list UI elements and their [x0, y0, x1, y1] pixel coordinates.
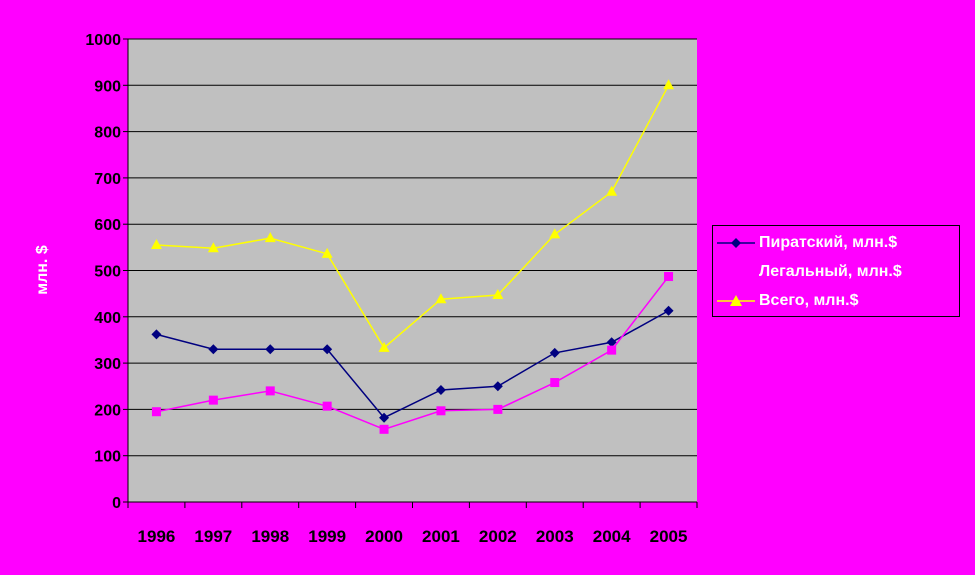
- series-1: [151, 272, 674, 434]
- legend-item-total: Всего, млн.$: [713, 287, 959, 315]
- x-tick-label: 1998: [251, 527, 289, 546]
- triangle-marker-icon: [730, 295, 742, 306]
- legend-item-pirated: Пиратский, млн.$: [713, 229, 959, 257]
- series-0: [151, 305, 674, 423]
- series-line: [156, 84, 670, 349]
- data-point: [151, 329, 162, 340]
- data-point: [493, 404, 503, 414]
- legend-swatch-legal: [717, 267, 755, 277]
- x-tick-label: 1999: [308, 527, 346, 546]
- data-point: [378, 341, 390, 352]
- data-point: [550, 378, 560, 388]
- legend-label-total: Всего, млн.$: [759, 292, 859, 309]
- axes: 0 100 200 300 400 500 600 700 800 900 1000 1996 1997…: [85, 32, 698, 546]
- y-tick-label: 100: [94, 449, 121, 466]
- data-point: [379, 412, 390, 423]
- data-point: [492, 381, 503, 392]
- x-tick-label: 2005: [650, 527, 688, 546]
- y-tick-label: 300: [94, 356, 121, 373]
- gridlines: [128, 38, 697, 457]
- y-axis-label: млн. $: [34, 245, 51, 295]
- legend-label-pirated: Пиратский, млн.$: [759, 234, 898, 251]
- series-2: [150, 79, 675, 352]
- data-point: [435, 293, 447, 304]
- legend-item-legal: Легальный, млн.$: [713, 258, 959, 286]
- y-tick-label: 900: [94, 78, 121, 95]
- data-point: [322, 344, 333, 355]
- data-point: [492, 289, 504, 300]
- x-tick-label: 1996: [138, 527, 176, 546]
- y-tick-label: 800: [94, 125, 121, 142]
- series-line: [156, 276, 670, 431]
- y-tick-label: 200: [94, 402, 121, 419]
- data-point: [208, 344, 219, 355]
- diamond-marker-icon: [731, 238, 741, 248]
- data-point: [663, 79, 675, 90]
- y-tick-label: 500: [94, 264, 121, 281]
- data-point: [663, 305, 674, 316]
- y-tick-label: 400: [94, 310, 121, 327]
- square-marker-icon: [731, 267, 741, 277]
- data-point: [264, 232, 276, 243]
- data-point: [606, 337, 617, 348]
- x-tick-label: 2004: [593, 527, 631, 546]
- data-point: [664, 272, 674, 282]
- data-point: [265, 344, 276, 355]
- data-point: [265, 386, 275, 396]
- y-tick-label: 600: [94, 217, 121, 234]
- y-tick-label: 1000: [85, 32, 121, 49]
- data-point: [379, 424, 389, 434]
- x-tick-label: 2002: [479, 527, 517, 546]
- legend-label-legal: Легальный, млн.$: [759, 263, 902, 280]
- data-point: [549, 228, 561, 239]
- data-point: [607, 345, 617, 355]
- data-point: [207, 242, 219, 253]
- x-tick-label: 1997: [194, 527, 232, 546]
- x-tick-label: 2000: [365, 527, 403, 546]
- y-tick-label: 700: [94, 171, 121, 188]
- x-tick-label: 2003: [536, 527, 574, 546]
- series-line: [156, 310, 669, 419]
- legend-swatch-pirated: [717, 238, 755, 248]
- legend-swatch-total: [717, 295, 755, 306]
- legend: Пиратский, млн.$ Легальный, млн.$ Всего,…: [712, 225, 960, 317]
- y-tick-label: 0: [112, 495, 121, 512]
- data-point: [151, 407, 161, 417]
- x-tick-label: 2001: [422, 527, 460, 546]
- data-point: [150, 239, 162, 250]
- data-point: [321, 247, 333, 258]
- data-point: [208, 395, 218, 405]
- series-lines: [150, 79, 675, 434]
- data-point: [436, 406, 446, 416]
- data-point: [549, 347, 560, 358]
- data-point: [435, 384, 446, 395]
- data-point: [606, 185, 618, 196]
- data-point: [322, 401, 332, 411]
